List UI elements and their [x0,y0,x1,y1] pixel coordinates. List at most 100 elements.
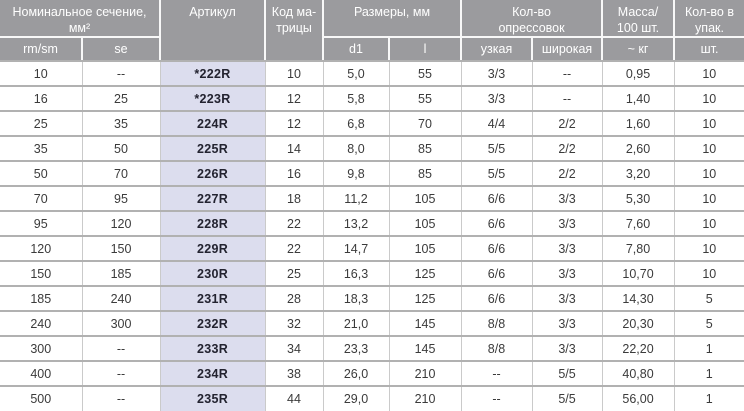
cell-l: 55 [388,85,462,111]
cell-nominal-rm-sm: 16 [0,85,83,111]
cell-l: 85 [388,160,462,186]
cell-mass-kg: 7,80 [601,235,675,261]
table-row: 120 150 229R 22 14,7 105 6/6 3/3 7,80 10 [0,235,744,261]
cell-mass-kg: 10,70 [601,260,675,286]
cell-pack-pcs: 10 [673,135,744,161]
cell-pack-pcs: 10 [673,85,744,111]
cell-nominal-se: 240 [81,285,161,311]
cell-nominal-se: 185 [81,260,161,286]
cell-mass-kg: 56,00 [601,385,675,411]
cell-nominal-se: 150 [81,235,161,261]
table-body: 10 -- *222R 10 5,0 55 3/3 -- 0,95 10 16 … [0,60,744,411]
cell-nominal-se: 50 [81,135,161,161]
cell-d1: 29,0 [322,385,390,411]
cell-matrix-code: 32 [264,310,324,336]
header-pack-count: Кол-во в упак. [674,0,744,38]
cell-nominal-se: -- [81,385,161,411]
header-dimensions: Размеры, мм [323,0,462,38]
cell-nominal-rm-sm: 150 [0,260,83,286]
cell-d1: 18,3 [322,285,390,311]
cell-crimps-narrow: 3/3 [460,85,533,111]
header-mass-per-100: Масса/ 100 шт. [602,0,676,38]
cell-l: 55 [388,60,462,86]
cell-crimps-wide: 5/5 [531,385,603,411]
table-row: 185 240 231R 28 18,3 125 6/6 3/3 14,30 5 [0,285,744,311]
cell-crimps-narrow: 3/3 [460,60,533,86]
table-row: 16 25 *223R 12 5,8 55 3/3 -- 1,40 10 [0,85,744,111]
cell-d1: 23,3 [322,335,390,361]
cell-crimps-narrow: 6/6 [460,210,533,236]
cell-matrix-code: 16 [264,160,324,186]
cell-article: 227R [159,185,266,211]
cell-pack-pcs: 10 [673,235,744,261]
cell-article: 230R [159,260,266,286]
cell-crimps-wide: 3/3 [531,185,603,211]
cell-nominal-rm-sm: 95 [0,210,83,236]
cell-matrix-code: 22 [264,235,324,261]
cell-matrix-code: 44 [264,385,324,411]
cell-nominal-se: 70 [81,160,161,186]
cell-nominal-rm-sm: 185 [0,285,83,311]
cell-crimps-wide: 2/2 [531,160,603,186]
cell-l: 105 [388,235,462,261]
cell-crimps-wide: 5/5 [531,360,603,386]
cell-crimps-wide: 3/3 [531,260,603,286]
cell-matrix-code: 22 [264,210,324,236]
cell-nominal-rm-sm: 300 [0,335,83,361]
cell-crimps-narrow: -- [460,360,533,386]
cell-pack-pcs: 10 [673,60,744,86]
cell-l: 125 [388,285,462,311]
table-row: 10 -- *222R 10 5,0 55 3/3 -- 0,95 10 [0,60,744,86]
cell-nominal-se: 25 [81,85,161,111]
cell-pack-pcs: 10 [673,110,744,136]
cell-crimps-wide: 2/2 [531,110,603,136]
cell-l: 70 [388,110,462,136]
cell-article: *222R [159,60,266,86]
cell-mass-kg: 5,30 [601,185,675,211]
cell-article: 232R [159,310,266,336]
table-row: 35 50 225R 14 8,0 85 5/5 2/2 2,60 10 [0,135,744,161]
cell-pack-pcs: 1 [673,360,744,386]
header-article: Артикул [160,0,266,62]
cell-d1: 26,0 [322,360,390,386]
cell-article: 235R [159,385,266,411]
cell-nominal-rm-sm: 50 [0,160,83,186]
cell-nominal-se: -- [81,60,161,86]
cell-matrix-code: 14 [264,135,324,161]
cell-mass-kg: 3,20 [601,160,675,186]
cell-matrix-code: 10 [264,60,324,86]
cell-pack-pcs: 5 [673,310,744,336]
cell-l: 145 [388,310,462,336]
cell-matrix-code: 38 [264,360,324,386]
cell-d1: 9,8 [322,160,390,186]
cell-nominal-se: 35 [81,110,161,136]
cell-crimps-wide: 3/3 [531,310,603,336]
cell-crimps-narrow: 8/8 [460,335,533,361]
cell-nominal-se: -- [81,335,161,361]
cell-l: 105 [388,210,462,236]
cell-pack-pcs: 5 [673,285,744,311]
cell-nominal-se: -- [81,360,161,386]
cell-crimps-wide: 3/3 [531,235,603,261]
cell-crimps-narrow: 6/6 [460,260,533,286]
cell-mass-kg: 40,80 [601,360,675,386]
cell-crimps-wide: -- [531,85,603,111]
table-row: 500 -- 235R 44 29,0 210 -- 5/5 56,00 1 [0,385,744,411]
table-row: 95 120 228R 22 13,2 105 6/6 3/3 7,60 10 [0,210,744,236]
cell-article: 226R [159,160,266,186]
cell-crimps-wide: 3/3 [531,285,603,311]
cell-d1: 5,0 [322,60,390,86]
cell-nominal-rm-sm: 120 [0,235,83,261]
cell-crimps-narrow: 5/5 [460,135,533,161]
cell-crimps-narrow: 6/6 [460,235,533,261]
table-row: 400 -- 234R 38 26,0 210 -- 5/5 40,80 1 [0,360,744,386]
table-row: 70 95 227R 18 11,2 105 6/6 3/3 5,30 10 [0,185,744,211]
cell-nominal-rm-sm: 35 [0,135,83,161]
cell-l: 210 [388,385,462,411]
cell-mass-kg: 14,30 [601,285,675,311]
cell-l: 105 [388,185,462,211]
cell-l: 210 [388,360,462,386]
table-header: Номинальное сечение, мм² Артикул Код ма-… [0,0,744,62]
cell-matrix-code: 25 [264,260,324,286]
